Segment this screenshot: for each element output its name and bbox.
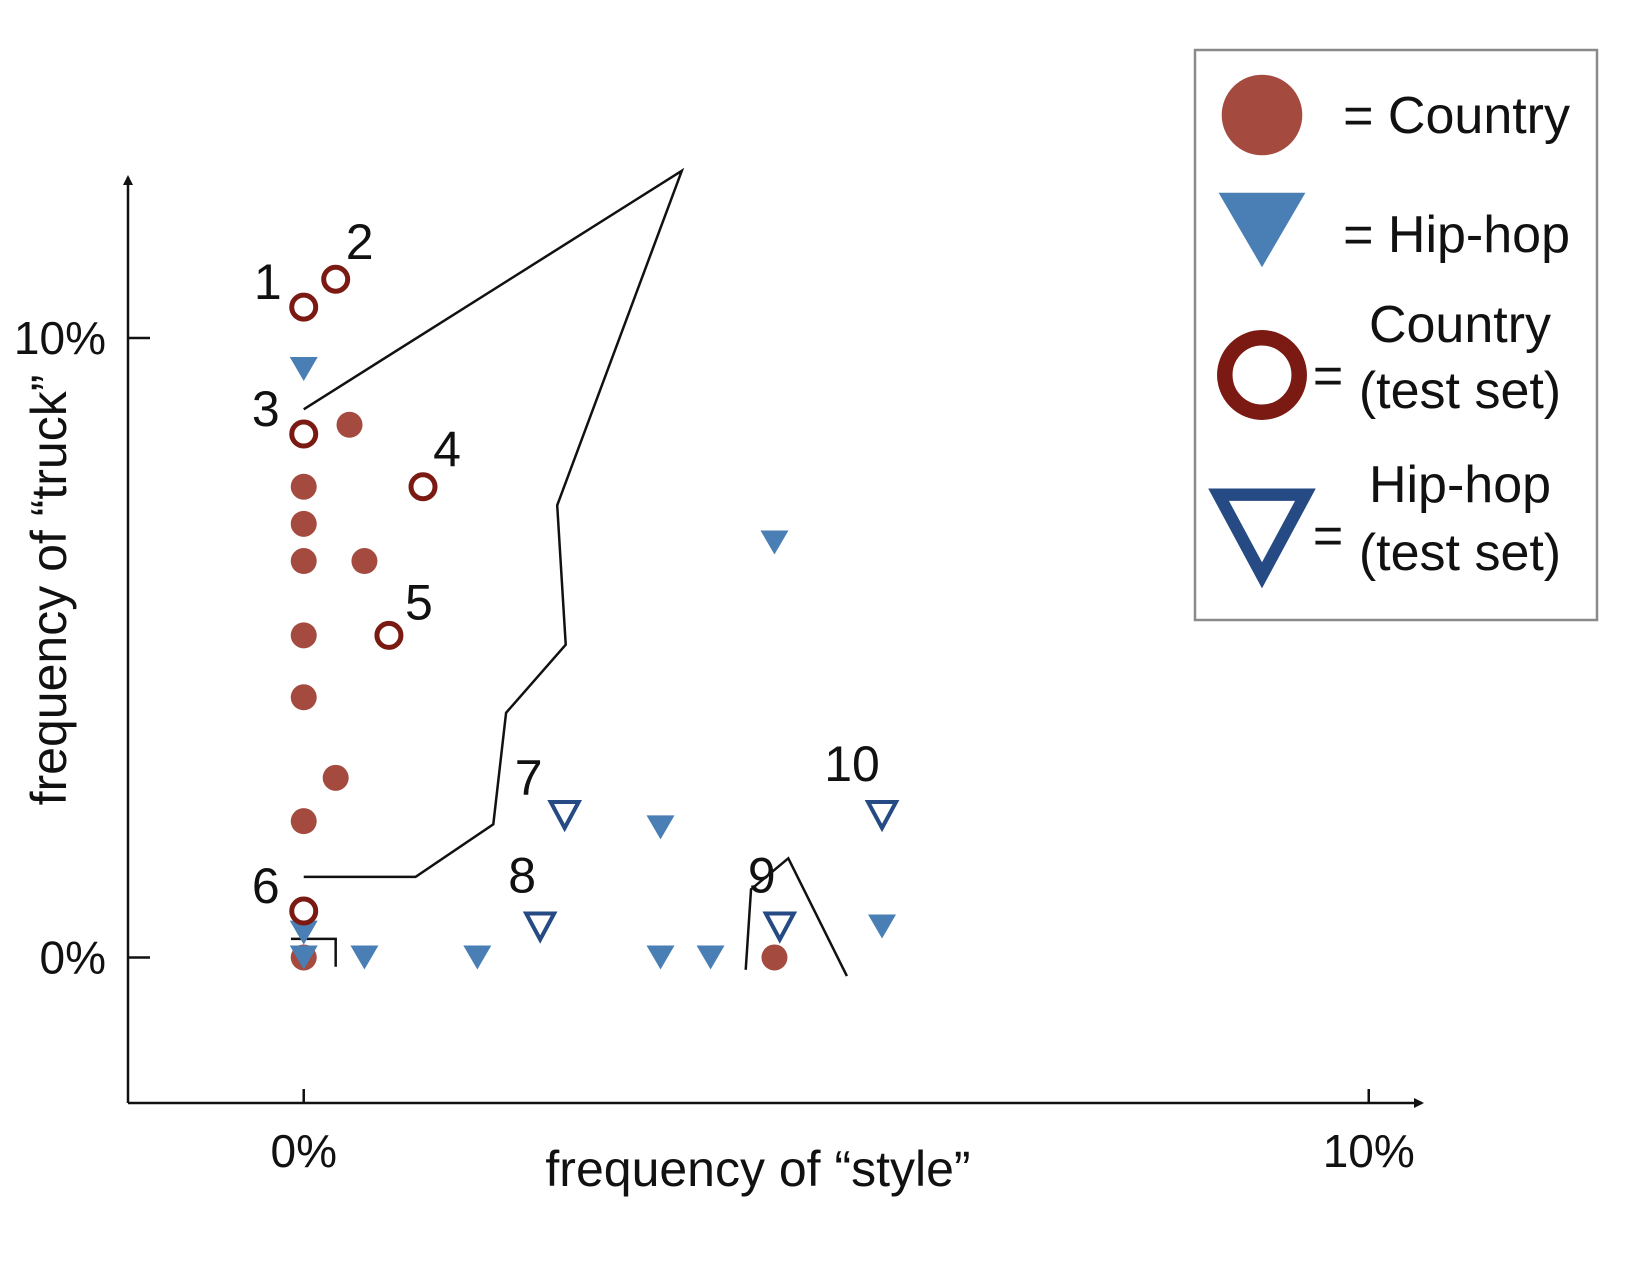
legend-marker-open-triangle (1208, 488, 1316, 589)
data-points (289, 264, 900, 971)
x-ticks: 0% 10% (270, 1089, 1415, 1177)
legend-label: (test set) (1359, 362, 1561, 420)
data-point-filled-triangle (760, 530, 789, 555)
data-point-open-triangle (762, 911, 798, 944)
data-point-filled-circle (290, 510, 317, 537)
point-label: 5 (405, 574, 433, 630)
decision-boundary-line (744, 856, 849, 977)
data-point-open-circle (289, 419, 319, 449)
y-ticks: 0% 10% (14, 312, 150, 983)
data-point-filled-triangle (868, 914, 897, 939)
data-point-open-circle (374, 620, 404, 650)
x-axis-title: frequency of “style” (545, 1141, 970, 1197)
data-point-filled-circle (290, 548, 317, 575)
data-point-filled-circle (761, 944, 788, 971)
data-point-open-triangle (522, 911, 558, 944)
legend-marker-filled-triangle (1218, 192, 1306, 268)
point-label: 4 (433, 422, 461, 478)
y-axis-title: frequency of “truck” (21, 375, 77, 806)
point-label: 8 (508, 847, 536, 903)
data-point-open-triangle (864, 799, 900, 833)
data-point-filled-triangle (646, 815, 675, 840)
data-point-filled-triangle (289, 920, 318, 945)
data-point-filled-circle (351, 548, 378, 575)
data-point-filled-circle (322, 764, 349, 791)
legend: = Country = Hip-hop = Country (test set) = Hip… (1193, 48, 1599, 622)
legend-label: Hip-hop (1369, 456, 1551, 514)
point-label: 3 (252, 381, 280, 437)
point-label: 7 (515, 750, 543, 806)
legend-label: Country (1369, 296, 1551, 354)
point-label: 10 (824, 736, 880, 792)
y-tick-label: 10% (14, 312, 106, 364)
data-point-filled-triangle (289, 357, 318, 382)
legend-label: = Country (1343, 87, 1570, 145)
data-point-filled-triangle (463, 945, 492, 970)
data-point-filled-triangle (289, 945, 318, 970)
point-label: 2 (346, 214, 374, 270)
legend-equals: = (1313, 347, 1343, 405)
data-point-open-triangle (547, 799, 583, 833)
point-label: 1 (254, 254, 282, 310)
data-point-open-circle (289, 292, 319, 322)
axes (123, 175, 1424, 1108)
data-point-filled-circle (290, 808, 317, 835)
data-point-open-circle (321, 264, 351, 294)
data-point-open-circle (408, 472, 438, 502)
point-labels: 1 2 3 4 5 6 7 8 9 10 (252, 214, 880, 914)
point-label: 6 (252, 858, 280, 914)
data-point-open-circle (289, 896, 319, 926)
data-point-filled-circle (336, 411, 363, 438)
legend-marker-open-circle (1217, 330, 1307, 420)
point-label: 9 (748, 847, 776, 903)
data-point-filled-circle (290, 622, 317, 649)
data-point-filled-circle (290, 684, 317, 711)
legend-items: = Country = Hip-hop = Country (test set) = Hip… (1208, 74, 1570, 589)
x-tick-label: 0% (270, 1125, 336, 1177)
data-point-filled-triangle (646, 945, 675, 970)
decision-boundary-line (303, 167, 685, 879)
x-tick-label: 10% (1323, 1125, 1415, 1177)
y-tick-label: 0% (40, 931, 106, 983)
legend-marker-filled-circle (1221, 74, 1303, 156)
data-point-filled-triangle (350, 945, 379, 970)
legend-equals: = (1313, 507, 1343, 565)
data-point-filled-triangle (696, 945, 725, 970)
legend-label: = Hip-hop (1343, 206, 1570, 264)
data-point-filled-circle (290, 473, 317, 500)
legend-label: (test set) (1359, 524, 1561, 582)
